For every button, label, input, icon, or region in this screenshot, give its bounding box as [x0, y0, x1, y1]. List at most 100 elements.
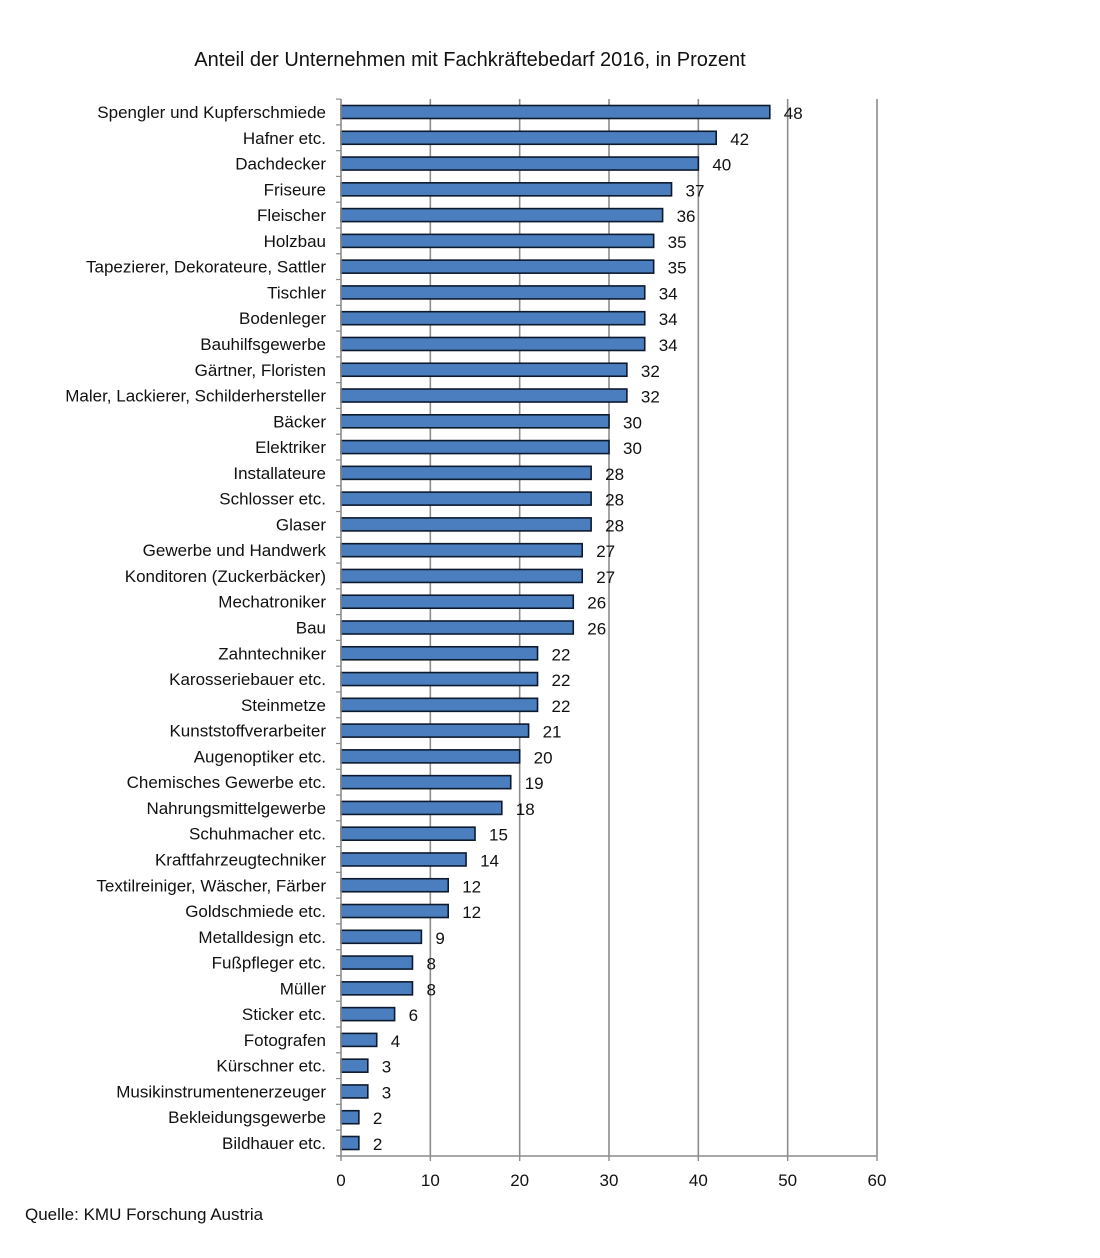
data-label: 32	[641, 362, 660, 381]
category-label: Nahrungsmittelgewerbe	[146, 799, 326, 818]
data-label: 26	[587, 594, 606, 613]
category-label: Tapezierer, Dekorateure, Sattler	[86, 258, 326, 277]
bar	[340, 852, 467, 867]
bar	[340, 1109, 360, 1125]
category-label: Elektriker	[255, 438, 326, 457]
data-label: 48	[784, 104, 803, 123]
bar	[340, 1084, 369, 1099]
category-label: Friseure	[264, 180, 326, 199]
bar	[340, 182, 673, 197]
category-label: Fleischer	[257, 206, 326, 225]
bar	[340, 826, 476, 842]
bar	[340, 877, 449, 893]
category-label: Konditoren (Zuckerbäcker)	[125, 567, 326, 586]
bar	[340, 1058, 369, 1073]
source-note: Quelle: KMU Forschung Austria	[25, 1205, 264, 1224]
data-label: 35	[668, 259, 687, 278]
category-label: Schlosser etc.	[219, 490, 326, 509]
category-label: Fotografen	[244, 1031, 326, 1050]
bar	[340, 774, 512, 790]
category-label: Fußpfleger etc.	[212, 954, 326, 973]
bar	[340, 568, 583, 584]
data-label: 14	[480, 851, 499, 870]
bar	[340, 491, 592, 506]
bar	[340, 1006, 396, 1022]
bar	[340, 439, 610, 455]
category-label: Hafner etc.	[243, 129, 326, 148]
bar	[340, 104, 771, 120]
data-label: 30	[623, 439, 642, 458]
bar	[340, 517, 592, 532]
data-label: 34	[659, 336, 678, 355]
data-label: 35	[668, 233, 687, 252]
category-label: Bodenleger	[239, 309, 326, 328]
gridlines	[429, 99, 878, 1156]
category-label: Metalldesign etc.	[198, 928, 326, 947]
bar	[340, 955, 414, 970]
data-label: 3	[382, 1083, 391, 1102]
category-label: Bäcker	[273, 412, 326, 431]
bar	[340, 749, 521, 764]
category-label: Bau	[296, 619, 326, 638]
category-label: Mechatroniker	[218, 593, 326, 612]
bar	[340, 207, 664, 223]
x-tick-label: 10	[421, 1171, 440, 1190]
bar	[340, 671, 539, 687]
x-tick-label: 0	[336, 1171, 345, 1190]
bar	[340, 310, 646, 326]
data-label: 4	[391, 1032, 400, 1051]
data-label: 30	[623, 413, 642, 432]
bar	[340, 233, 655, 249]
category-label: Gewerbe und Handwerk	[143, 541, 327, 560]
data-label: 12	[462, 903, 481, 922]
category-label: Gärtner, Floristen	[195, 361, 326, 380]
bar	[340, 285, 646, 300]
category-label: Dachdecker	[235, 155, 326, 174]
x-tick-label: 20	[510, 1171, 529, 1190]
data-label: 3	[382, 1058, 391, 1077]
data-label: 9	[435, 929, 444, 948]
bar	[340, 130, 718, 146]
category-label: Schuhmacher etc.	[189, 825, 326, 844]
bar	[340, 259, 655, 274]
data-label: 2	[373, 1135, 382, 1154]
bar	[340, 981, 414, 996]
category-label: Glaser	[276, 515, 326, 534]
bar	[340, 929, 423, 945]
category-label: Maler, Lackierer, Schilderhersteller	[65, 387, 326, 406]
bar	[340, 800, 503, 816]
bar	[340, 645, 539, 661]
chart-title: Anteil der Unternehmen mit Fachkräftebed…	[194, 49, 746, 71]
category-label: Musikinstrumentenerzeuger	[116, 1082, 326, 1101]
category-label: Bauhilfsgewerbe	[200, 335, 326, 354]
data-label: 20	[534, 748, 553, 767]
bars: 4842403736353534343432323030282828272726…	[340, 104, 803, 1154]
bar	[340, 620, 575, 635]
bar	[340, 362, 628, 378]
category-label: Steinmetze	[241, 696, 326, 715]
data-label: 27	[596, 568, 615, 587]
data-label: 22	[552, 697, 571, 716]
bar	[340, 1135, 360, 1151]
data-label: 2	[373, 1109, 382, 1128]
data-label: 8	[426, 955, 435, 974]
x-tick-label: 60	[868, 1171, 887, 1190]
x-tick-label: 30	[600, 1171, 619, 1190]
bar	[340, 388, 628, 403]
category-label: Kunststoffverarbeiter	[169, 722, 326, 741]
data-label: 27	[596, 542, 615, 561]
x-tick-label: 50	[778, 1171, 797, 1190]
data-label: 6	[409, 1006, 418, 1025]
data-label: 8	[426, 980, 435, 999]
data-label: 28	[605, 465, 624, 484]
category-label: Chemisches Gewerbe etc.	[127, 773, 326, 792]
category-label: Bildhauer etc.	[222, 1134, 326, 1153]
category-label: Textilreiniger, Wäscher, Färber	[96, 876, 326, 895]
category-label: Spengler und Kupferschmiede	[97, 103, 326, 122]
data-label: 37	[686, 181, 705, 200]
axes: 0 10 20 30 40 50 60 Spengler und Kupferschmiede…	[65, 98, 887, 1190]
data-label: 18	[516, 800, 535, 819]
data-label: 42	[730, 130, 749, 149]
category-label: Karosseriebauer etc.	[169, 670, 326, 689]
